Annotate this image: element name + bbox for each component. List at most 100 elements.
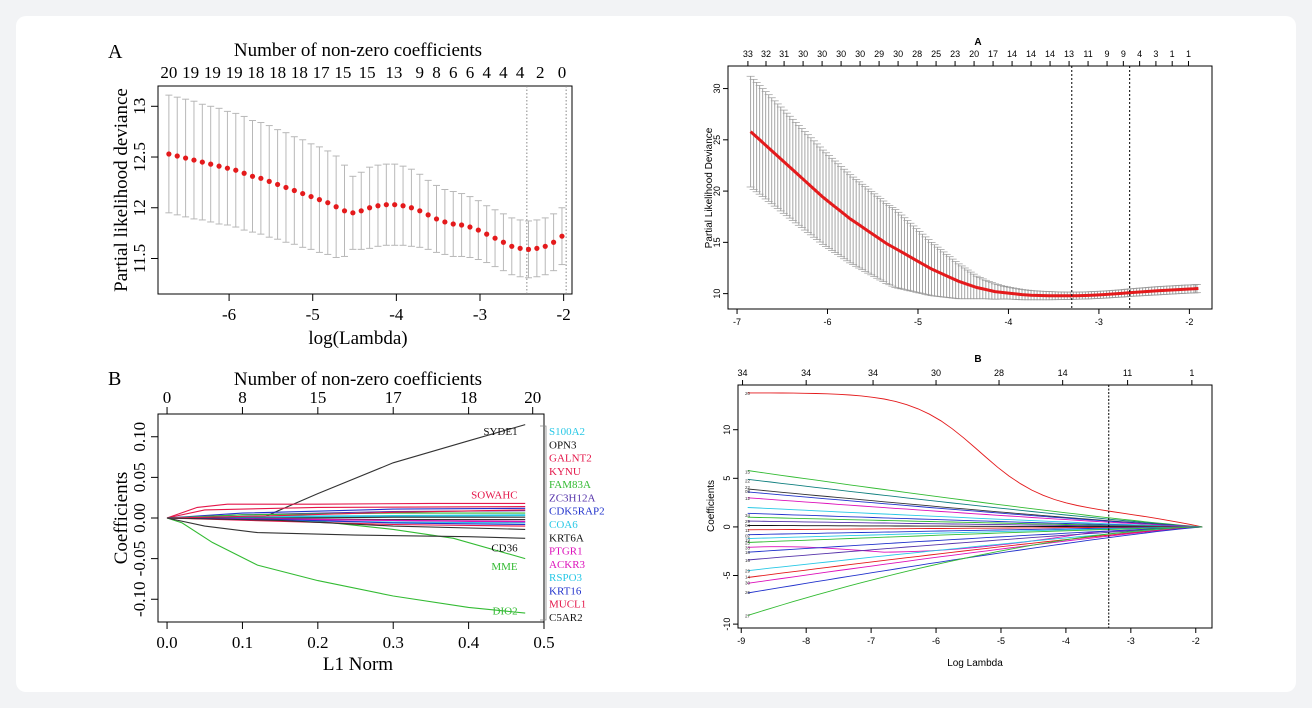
bl-gene-label: MUCL1 <box>549 599 586 611</box>
tl-top-tick-label: 6 <box>466 63 475 82</box>
bl-gene-label: GALNT2 <box>549 453 592 465</box>
br-coef-line <box>747 392 1203 528</box>
tl-x-axis: -6 -5 -4 -3 -2 <box>222 294 571 324</box>
br-coefficient-lines <box>747 392 1203 616</box>
tr-top-tick-label: 30 <box>893 49 903 59</box>
br-y-label: Coefficients <box>706 480 717 532</box>
tr-x-tick-label: -4 <box>1004 317 1012 327</box>
br-coef-line <box>747 526 1203 540</box>
br-x-tick-label: -2 <box>1192 636 1200 646</box>
tl-plot-frame <box>157 85 573 295</box>
br-y-axis: -10 -5 0 5 10 <box>722 425 738 631</box>
br-index-label: 19 <box>745 538 751 543</box>
tl-top-tick-label: 0 <box>558 63 567 82</box>
tr-mean-curve <box>749 130 1199 298</box>
tl-mean-points <box>166 151 565 252</box>
tr-top-tick-label: 14 <box>1026 49 1036 59</box>
bl-x-tick-label: 0.5 <box>533 633 554 652</box>
bl-coef-line <box>166 509 526 519</box>
bl-gene-label: CDK5RAP2 <box>549 506 605 518</box>
tl-mean-point <box>308 193 314 200</box>
tl-x-tick-label: -2 <box>557 305 571 324</box>
br-top-tick-label: 30 <box>931 368 941 378</box>
tl-y-tick-label: 13 <box>130 98 149 115</box>
bl-title: Number of non-zero coefficients <box>234 369 482 390</box>
bl-coef-line <box>166 507 526 519</box>
br-x-axis: -9 -8 -7 -6 -5 -4 -3 -2 <box>737 628 1200 646</box>
tl-mean-point <box>199 159 205 165</box>
tr-top-tick-label: 23 <box>950 49 960 59</box>
bl-top-tick-label: 20 <box>524 388 541 407</box>
tl-mean-point <box>408 205 415 211</box>
tl-mean-point <box>484 231 490 237</box>
bl-gene-label: KRT6A <box>549 532 584 544</box>
tl-mean-point <box>258 175 264 181</box>
tl-mean-point <box>333 204 339 210</box>
br-coef-line <box>747 507 1203 528</box>
tl-mean-point <box>350 210 356 216</box>
br-plot-frame <box>737 384 1213 629</box>
tl-mean-point <box>341 208 348 214</box>
bl-top-tick-labels: 0 8 15 17 18 20 <box>163 388 541 414</box>
br-coef-line <box>747 526 1203 531</box>
br-title: B <box>974 354 981 365</box>
bl-x-tick-label: 0.0 <box>156 633 177 652</box>
tl-top-tick-label: 8 <box>432 63 441 82</box>
br-coef-line <box>747 491 1203 528</box>
br-y-tick-label: -5 <box>722 572 732 580</box>
tr-top-tick-label: 1 <box>1170 49 1175 59</box>
tl-mean-point <box>400 203 406 209</box>
tr-x-tick-label: -5 <box>914 317 922 327</box>
br-x-tick-label: -8 <box>802 636 810 646</box>
tl-top-tick-label: 13 <box>385 63 402 82</box>
tl-mean-point <box>191 157 197 163</box>
tr-x-axis: -7 -6 -5 -4 -3 -2 <box>733 309 1193 327</box>
bl-y-tick-label: -0.10 <box>130 582 149 617</box>
tl-mean-point <box>383 202 389 208</box>
bl-gene-label: ACKR3 <box>549 559 586 571</box>
tl-mean-point <box>183 155 189 161</box>
coefficient-path-plot-left: Number of non-zero coefficients 0 8 15 17 18… <box>111 369 605 675</box>
bl-inline-label: DIO2 <box>493 606 518 618</box>
br-coef-line <box>747 526 1203 536</box>
tr-y-tick-label: 30 <box>712 84 722 94</box>
tl-mean-point <box>291 187 297 194</box>
tl-mean-point <box>542 243 548 249</box>
bl-x-label: L1 Norm <box>323 654 393 675</box>
tl-mean-point <box>375 203 381 209</box>
br-index-label: 29 <box>745 519 751 524</box>
tr-y-tick-label: 15 <box>712 237 722 247</box>
tl-mean-point <box>392 202 398 208</box>
tr-top-tick-label: 30 <box>836 49 846 59</box>
br-index-label: 12 <box>745 496 751 501</box>
tr-top-tick-label: 32 <box>761 49 771 59</box>
br-index-label: 27 <box>745 613 751 618</box>
tr-top-tick-label: 14 <box>1007 49 1017 59</box>
tl-reference-lines <box>526 86 567 294</box>
bl-coef-line <box>166 506 526 519</box>
tl-top-tick-label: 15 <box>359 63 376 82</box>
tl-top-tick-label: 15 <box>334 63 351 82</box>
bl-y-tick-label: 0.00 <box>130 503 149 533</box>
tr-top-tick-label: 30 <box>817 49 827 59</box>
br-index-label: 29 <box>745 569 751 574</box>
tl-mean-point <box>425 212 431 218</box>
br-index-label: 22 <box>745 478 751 483</box>
bl-gene-label: S100A2 <box>549 426 585 438</box>
br-coef-line <box>747 526 1203 553</box>
tl-top-tick-labels: 20 19 19 19 18 18 18 17 15 15 13 9 8 6 6 4 4 4 2 0 <box>160 63 566 82</box>
tl-mean-point <box>283 184 289 191</box>
tl-error-bars <box>165 94 566 279</box>
tr-y-tick-label: 25 <box>712 135 722 145</box>
bl-gene-label: PTGR1 <box>549 546 583 558</box>
tl-mean-point <box>500 239 507 245</box>
tl-mean-point <box>174 153 180 159</box>
br-top-tick-label: 34 <box>738 368 748 378</box>
tr-reference-lines <box>1071 66 1131 309</box>
bl-coefficient-lines <box>166 424 526 614</box>
tl-mean-point <box>525 246 532 252</box>
tl-y-tick-label: 12 <box>130 199 149 216</box>
br-index-label: 04 <box>745 523 751 528</box>
tl-mean-point <box>467 224 473 230</box>
tr-top-tick-label: 25 <box>931 49 941 59</box>
